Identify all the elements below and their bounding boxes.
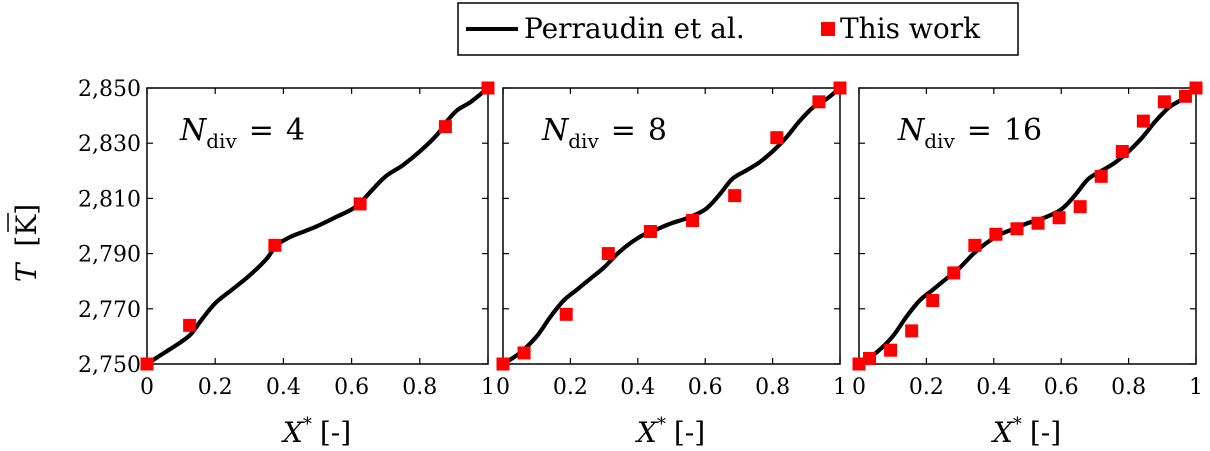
data-point-marker <box>770 131 784 145</box>
data-point-marker <box>728 189 742 203</box>
data-point-marker <box>863 351 877 365</box>
data-point-marker <box>183 318 197 332</box>
data-point-marker <box>643 225 657 239</box>
data-point-marker <box>947 266 961 280</box>
legend: Perraudin et al. This work <box>457 2 1019 56</box>
x-tick-label: 0.4 <box>620 375 655 400</box>
plot-frame <box>858 87 1197 365</box>
x-tick-label: 0.8 <box>1111 375 1146 400</box>
panel-3-ndiv-annotation: Ndiv = 16 <box>897 113 1042 153</box>
x-tick-label: 1 <box>1189 375 1203 400</box>
legend-square-swatch <box>821 22 835 36</box>
data-point-marker <box>1031 216 1045 230</box>
panel-1-ndiv-annotation: Ndiv = 4 <box>179 113 305 153</box>
legend-box <box>457 2 1019 56</box>
x-tick-label: 0 <box>496 375 510 400</box>
x-tick-label: 0.2 <box>909 375 944 400</box>
y-tick-label: 2,770 <box>78 298 141 323</box>
data-point-marker <box>852 357 866 371</box>
y-axis-label-symbol: T <box>10 261 43 282</box>
svg-text:T [K]: T [K] <box>10 204 43 282</box>
panel-2-plot: 0 0.2 0.4 0.6 0.8 1 <box>496 81 847 400</box>
reference-curve <box>856 85 1199 367</box>
x-tick-label: 1 <box>833 375 847 400</box>
data-point-marker <box>812 95 826 109</box>
data-point-marker <box>353 197 367 211</box>
x-tick-label: 0.2 <box>198 375 233 400</box>
data-point-marker <box>140 357 154 371</box>
data-point-marker <box>1094 169 1108 183</box>
data-point-marker <box>1136 114 1150 128</box>
data-point-marker <box>481 81 495 95</box>
y-axis-label: T [K] <box>7 204 43 282</box>
x-tick-label: 0.4 <box>266 375 301 400</box>
data-point-marker <box>496 357 510 371</box>
reference-curve <box>500 85 843 367</box>
panel-3-x-axis-label: X* [-] <box>991 414 1061 449</box>
data-point-marker <box>905 324 919 338</box>
data-point-marker <box>926 294 940 308</box>
data-point-marker <box>517 346 531 360</box>
data-point-marker <box>601 247 615 261</box>
panel-1-plot: 2,750 2,770 2,790 2,810 2,830 2,850 0 0.2 0.4 0.6… <box>78 77 495 400</box>
panel-2-x-axis-label: X* [-] <box>635 414 705 449</box>
reference-curve <box>144 85 491 367</box>
legend-label-this-work: This work <box>840 12 981 45</box>
data-point-marker <box>1115 144 1129 158</box>
data-point-marker <box>1052 211 1066 225</box>
data-point-marker <box>989 227 1003 241</box>
data-point-marker <box>1157 95 1171 109</box>
panel-1-x-axis-label: X* [-] <box>281 414 351 449</box>
y-tick-label: 2,790 <box>78 243 141 268</box>
data-point-marker <box>559 307 573 321</box>
x-tick-label: 1 <box>481 375 495 400</box>
x-tick-label: 0.4 <box>976 375 1011 400</box>
y-tick-label: 2,830 <box>78 132 141 157</box>
x-tick-label: 0.6 <box>688 375 723 400</box>
panel-3-plot: 0 0.2 0.4 0.6 0.8 1 <box>852 81 1203 400</box>
data-point-marker <box>1189 81 1203 95</box>
data-point-marker <box>884 343 898 357</box>
data-point-marker <box>268 238 282 252</box>
panel-3: 0 0.2 0.4 0.6 0.8 1 Ndiv = 16 X* [-] <box>852 81 1203 449</box>
panel-1: 2,750 2,770 2,790 2,810 2,830 2,850 0 0.2 0.4 0.6… <box>78 77 495 449</box>
data-point-marker <box>1010 222 1024 236</box>
legend-label-perraudin: Perraudin et al. <box>524 12 745 45</box>
data-point-marker <box>438 120 452 134</box>
x-tick-label: 0.6 <box>334 375 369 400</box>
x-tick-label: 0.8 <box>755 375 790 400</box>
plot-frame <box>502 87 841 365</box>
y-tick-label: 2,750 <box>78 353 141 378</box>
y-tick-label: 2,810 <box>78 187 141 212</box>
x-tick-label: 0.8 <box>402 375 437 400</box>
x-tick-label: 0 <box>140 375 154 400</box>
data-point-marker <box>1178 89 1192 103</box>
data-point-marker <box>968 238 982 252</box>
panel-2: 0 0.2 0.4 0.6 0.8 1 Ndiv = 8 X* [-] <box>496 81 847 449</box>
panel-2-ndiv-annotation: Ndiv = 8 <box>541 113 667 153</box>
x-tick-label: 0 <box>852 375 866 400</box>
x-tick-label: 0.2 <box>553 375 588 400</box>
data-point-marker <box>686 213 700 227</box>
x-tick-label: 0.6 <box>1044 375 1079 400</box>
y-axis-label-unit: [K] <box>10 204 43 247</box>
plot-frame <box>146 87 489 365</box>
data-point-marker <box>833 81 847 95</box>
data-point-marker <box>1073 200 1087 214</box>
y-tick-label: 2,850 <box>78 77 141 102</box>
